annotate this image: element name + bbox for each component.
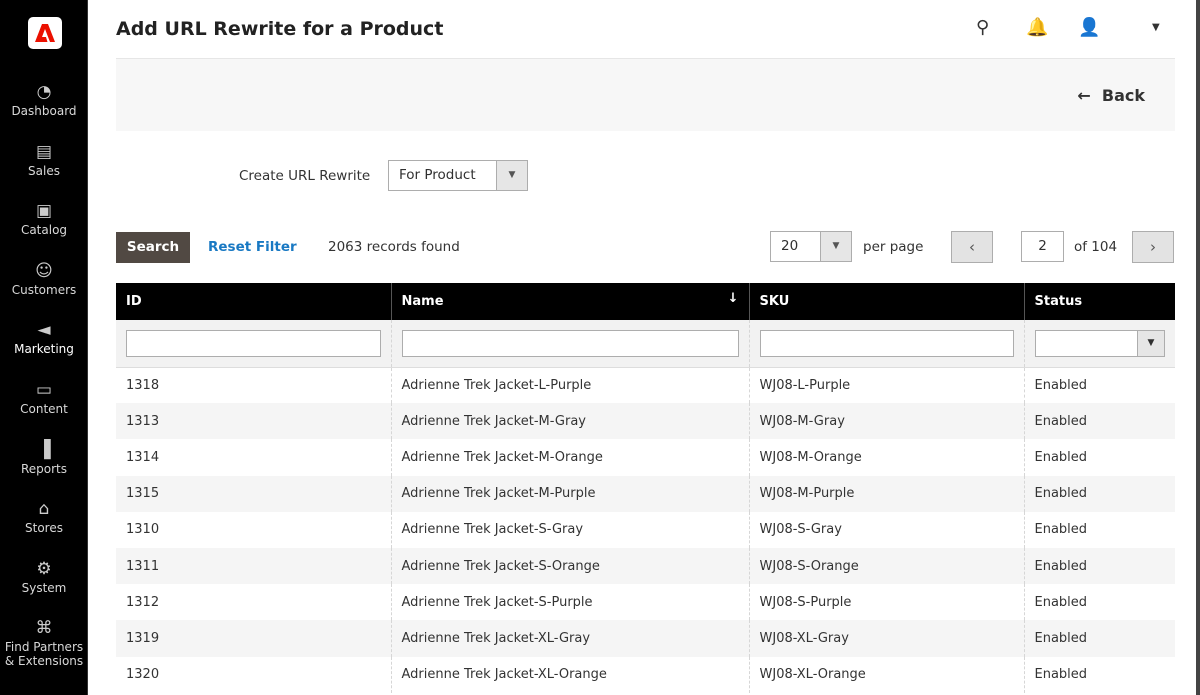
id-filter-input[interactable] <box>126 329 381 357</box>
column-header-name[interactable]: Name ↓ <box>390 283 749 320</box>
cell-status: Enabled <box>1023 403 1175 440</box>
status-filter-select[interactable]: ▼ <box>1034 329 1165 357</box>
table-row[interactable]: 1320 Adrienne Trek Jacket-XL-Orange WJ08-X… <box>116 656 1175 693</box>
sales-icon: ▤ <box>35 141 53 162</box>
sidebar-item-system[interactable]: ⚙ System <box>0 559 88 595</box>
table-row[interactable]: 1311 Adrienne Trek Jacket-S-Orange WJ08-S-… <box>116 547 1175 585</box>
previous-page-button[interactable]: ‹ <box>951 231 993 263</box>
table-row[interactable]: 1313 Adrienne Trek Jacket-M-Gray WJ08-M-Gr… <box>116 403 1175 440</box>
user-icon[interactable]: 👤 <box>1078 17 1101 38</box>
cell-status: Enabled <box>1023 439 1175 476</box>
table-row[interactable]: 1318 Adrienne Trek Jacket-L-Purple WJ08-L-… <box>116 367 1175 404</box>
search-icon[interactable]: ⚲ <box>976 17 990 38</box>
back-button[interactable]: ← Back <box>1077 86 1145 105</box>
system-icon: ⚙ <box>36 558 52 579</box>
sidebar-item-dashboard[interactable]: ◔ Dashboard <box>0 82 88 118</box>
cell-id: 1318 <box>126 377 160 393</box>
chevron-down-icon: ▼ <box>820 232 851 261</box>
marketing-icon: ◄ <box>37 320 51 341</box>
sidebar-item-customers[interactable]: ☺ Customers <box>0 261 88 297</box>
sidebar-item-content[interactable]: ▭ Content <box>0 380 88 416</box>
stores-icon: ⌂ <box>38 499 50 520</box>
url-rewrite-grid: ID Name ↓ SKU Status ▼ 1318 Adrienne Trek … <box>116 283 1175 693</box>
cell-name: Adrienne Trek Jacket-S-Orange <box>390 547 749 585</box>
chevron-down-icon[interactable]: ▼ <box>1152 22 1160 33</box>
cell-status: Enabled <box>1023 511 1175 548</box>
column-header-id[interactable]: ID <box>116 283 391 320</box>
create-url-rewrite-label: Create URL Rewrite <box>239 168 371 184</box>
cell-status: Enabled <box>1023 620 1175 657</box>
cell-status: Enabled <box>1023 584 1175 621</box>
reports-icon: ▐ <box>37 439 51 460</box>
cell-sku: WJ08-M-Purple <box>748 475 1024 512</box>
sort-arrow-icon: ↓ <box>727 291 739 306</box>
arrow-left-icon: ← <box>1077 86 1091 105</box>
cell-status: Enabled <box>1023 656 1175 693</box>
adobe-logo[interactable] <box>28 17 62 49</box>
column-header-status[interactable]: Status <box>1023 283 1175 320</box>
table-row[interactable]: 1310 Adrienne Trek Jacket-S-Gray WJ08-S-Gr… <box>116 511 1175 548</box>
create-url-rewrite-select[interactable]: For Product ▼ <box>388 160 528 191</box>
page-title: Add URL Rewrite for a Product <box>116 18 444 40</box>
cell-sku: WJ08-XL-Gray <box>748 620 1024 657</box>
bell-icon[interactable]: 🔔 <box>1026 17 1049 38</box>
cell-id: 1311 <box>116 547 391 585</box>
page-actions: ← Back <box>116 58 1175 131</box>
per-page-select[interactable]: 20 ▼ <box>770 231 852 262</box>
sidebar-item-stores[interactable]: ⌂ Stores <box>0 499 88 535</box>
partners-icon: ⌘ <box>35 618 53 639</box>
cell-name: Adrienne Trek Jacket-M-Orange <box>390 439 749 476</box>
column-header-sku[interactable]: SKU <box>748 283 1024 320</box>
catalog-icon: ▣ <box>35 201 53 222</box>
cell-sku: WJ08-M-Gray <box>748 403 1024 440</box>
table-row[interactable]: 1312 Adrienne Trek Jacket-S-Purple WJ08-S-… <box>116 584 1175 621</box>
cell-id: 1320 <box>126 667 160 683</box>
sidebar-item-reports[interactable]: ▐ Reports <box>0 440 88 476</box>
sidebar-item-marketing[interactable]: ◄ Marketing <box>0 320 88 356</box>
name-filter-input[interactable] <box>401 329 739 357</box>
sku-filter-input[interactable] <box>759 329 1014 357</box>
cell-id: 1310 <box>126 522 160 538</box>
cell-sku: WJ08-S-Purple <box>748 584 1024 621</box>
table-row[interactable]: 1315 Adrienne Trek Jacket-M-Purple WJ08-M-… <box>116 475 1175 512</box>
table-row[interactable]: 1314 Adrienne Trek Jacket-M-Orange WJ08-M-… <box>116 439 1175 476</box>
customers-icon: ☺ <box>35 260 53 281</box>
cell-sku: WJ08-M-Orange <box>748 439 1024 476</box>
cell-name: Adrienne Trek Jacket-XL-Orange <box>390 656 749 693</box>
sidebar-item-catalog[interactable]: ▣ Catalog <box>0 201 88 237</box>
cell-name: Adrienne Trek Jacket-L-Purple <box>390 367 749 404</box>
sidebar-item-sales[interactable]: ▤ Sales <box>0 142 88 178</box>
total-pages: of 104 <box>1074 239 1118 255</box>
cell-id: 1313 <box>116 403 391 440</box>
cell-name: Adrienne Trek Jacket-M-Purple <box>390 475 749 512</box>
next-page-button[interactable]: › <box>1132 231 1174 263</box>
cell-status: Enabled <box>1023 475 1175 512</box>
cell-sku: WJ08-S-Gray <box>748 511 1024 548</box>
table-row[interactable]: 1319 Adrienne Trek Jacket-XL-Gray WJ08-XL-… <box>116 620 1175 657</box>
dashboard-icon: ◔ <box>36 82 52 102</box>
cell-id: 1319 <box>116 620 391 657</box>
sidebar-item-find[interactable]: ⌘ Find Partners & Extensions <box>0 618 88 668</box>
cell-sku: WJ08-XL-Orange <box>748 656 1024 693</box>
page-input[interactable]: 2 <box>1021 231 1064 262</box>
sidebar: ◔ Dashboard ▤ Sales ▣ Catalog ☺ Customers ◄ Marke… <box>0 0 88 695</box>
cell-id: 1314 <box>126 449 160 465</box>
content-icon: ▭ <box>35 380 53 400</box>
cell-status: Enabled <box>1023 367 1175 404</box>
chevron-down-icon: ▼ <box>1137 330 1164 356</box>
records-count: 2063 records found <box>328 239 460 255</box>
chevron-down-icon: ▼ <box>496 161 527 190</box>
cell-status: Enabled <box>1023 547 1175 585</box>
reset-filter-link[interactable]: Reset Filter <box>208 239 297 255</box>
cell-name: Adrienne Trek Jacket-S-Purple <box>390 584 749 621</box>
cell-id: 1315 <box>116 475 391 512</box>
cell-name: Adrienne Trek Jacket-S-Gray <box>390 511 749 548</box>
cell-name: Adrienne Trek Jacket-XL-Gray <box>390 620 749 657</box>
cell-sku: WJ08-S-Orange <box>748 547 1024 585</box>
per-page-label: per page <box>863 239 924 255</box>
search-button[interactable]: Search <box>116 232 190 263</box>
cell-sku: WJ08-L-Purple <box>748 367 1024 404</box>
cell-name: Adrienne Trek Jacket-M-Gray <box>390 403 749 440</box>
cell-id: 1312 <box>126 594 160 610</box>
